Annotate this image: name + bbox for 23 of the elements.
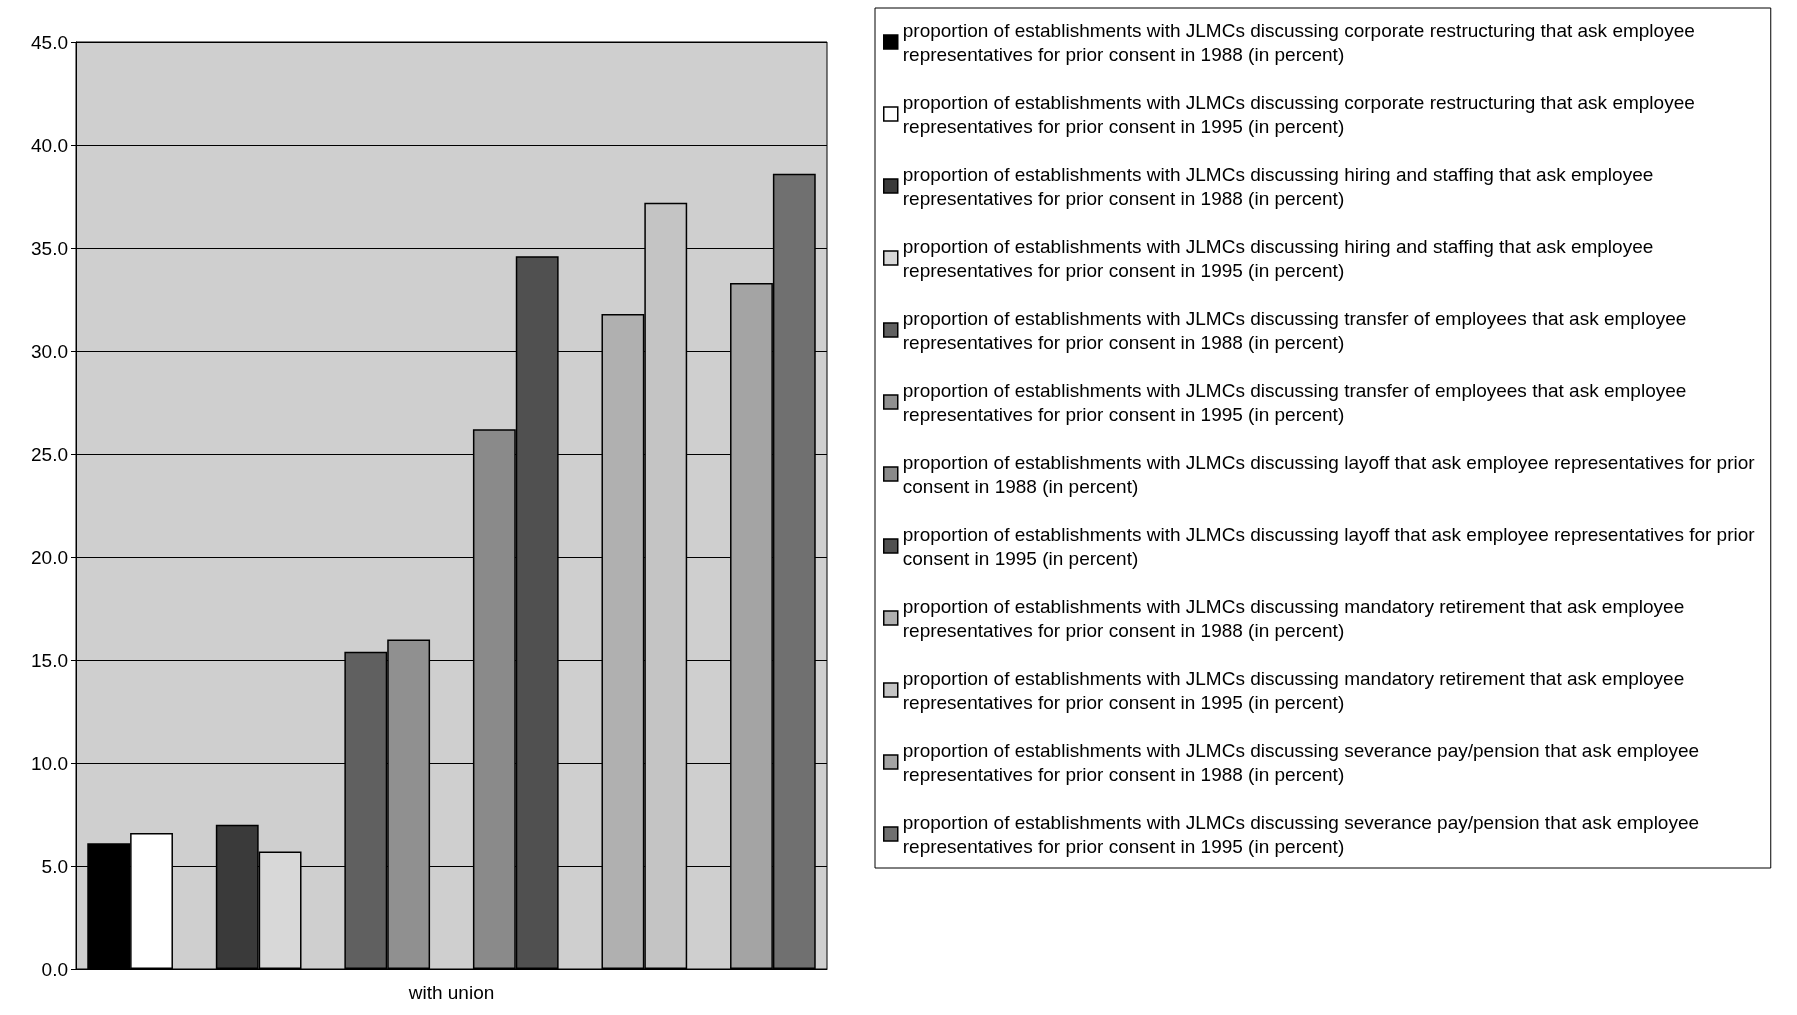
y-tick-label: 30.0 [31, 340, 68, 362]
y-tick-label: 5.0 [41, 855, 68, 877]
legend-label: proportion of establishments with JLMCs discussing transfer of employees that ask employee representatives for prior consent in 1988 (in percent) [902, 307, 1692, 353]
legend-label: proportion of establishments with JLMCs discussing transfer of employees that ask employee representatives for prior consent in 1995 (in percent) [902, 379, 1692, 425]
legend-label: proportion of establishments with JLMCs discussing layoff that ask employee representatives for prior consent in 1995 (in percent) [902, 523, 1760, 569]
y-tick-label: 15.0 [31, 649, 68, 671]
legend-label: proportion of establishments with JLMCs discussing corporate restructuring that ask employee representatives for prior consent in 1988 (in percent) [902, 19, 1701, 65]
y-tick-label: 25.0 [31, 443, 68, 465]
x-tick-label: with union [407, 982, 495, 1003]
legend-label: proportion of establishments with JLMCs discussing severance pay/pension that ask employee representatives for prior consent in 1988 (in percent) [902, 739, 1705, 785]
legend-label: proportion of establishments with JLMCs discussing hiring and staffing that ask employee representatives for prior consent in 1995 (in percent) [902, 235, 1659, 281]
y-tick-label: 10.0 [31, 752, 68, 774]
legend-label: proportion of establishments with JLMCs discussing layoff that ask employee representatives for prior consent in 1988 (in percent) [902, 451, 1760, 497]
legend-label: proportion of establishments with JLMCs discussing mandatory retirement that ask employee representatives for prior consent in 1988 (in percent) [902, 595, 1690, 641]
legend-label: proportion of establishments with JLMCs discussing hiring and staffing that ask employee representatives for prior consent in 1988 (in percent) [902, 163, 1659, 209]
legend-label: proportion of establishments with JLMCs discussing corporate restructuring that ask employee representatives for prior consent in 1995 (in percent) [902, 91, 1701, 137]
legend-label: proportion of establishments with JLMCs discussing severance pay/pension that ask employee representatives for prior consent in 1995 (in percent) [902, 811, 1705, 857]
y-tick-label: 35.0 [31, 237, 68, 259]
y-tick-label: 20.0 [31, 546, 68, 568]
y-tick-label: 45.0 [31, 31, 68, 53]
y-tick-label: 0.0 [41, 958, 68, 980]
y-tick-label: 40.0 [31, 134, 68, 156]
legend-label: proportion of establishments with JLMCs discussing mandatory retirement that ask employee representatives for prior consent in 1995 (in percent) [902, 667, 1690, 713]
